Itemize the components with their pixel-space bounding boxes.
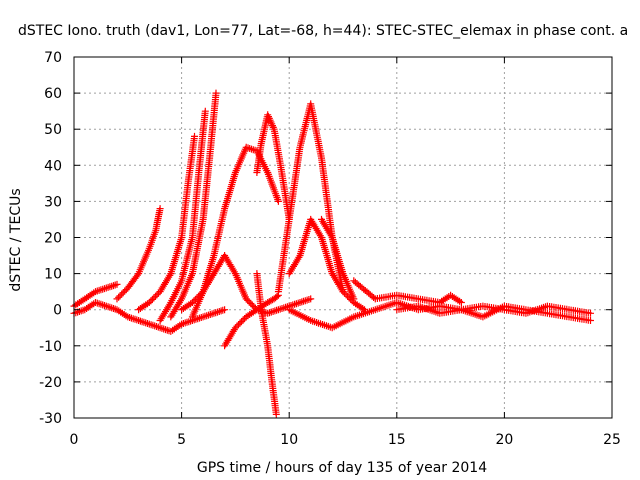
y-axis-label: dSTEC / TECUs [8, 188, 24, 291]
y-tick-label: 20 [44, 231, 62, 247]
series-5 [167, 89, 220, 321]
series-13 [318, 215, 358, 303]
x-tick-label: 10 [280, 432, 298, 448]
series-15 [350, 277, 465, 306]
x-tick-label: 5 [177, 432, 186, 448]
y-tick-label: 0 [53, 303, 62, 319]
series-2 [113, 205, 164, 303]
series-3 [135, 132, 198, 314]
y-tick-label: 30 [44, 194, 62, 210]
series-8-markers [221, 291, 282, 350]
y-tick-label: -30 [39, 411, 62, 427]
series-2-markers [113, 205, 164, 303]
series-10-markers [253, 111, 293, 223]
x-tick-label: 20 [495, 432, 513, 448]
data-points [70, 89, 594, 418]
series-16-markers [393, 302, 594, 317]
y-tick-label: -10 [39, 339, 62, 355]
series-16 [393, 302, 594, 317]
series-8 [221, 291, 282, 350]
y-tick-label: 70 [44, 50, 62, 66]
series-4-markers [156, 107, 209, 324]
chart-title: dSTEC Iono. truth (dav1, Lon=77, Lat=-68… [18, 23, 628, 39]
y-tick-label: 10 [44, 267, 62, 283]
y-tick-label: 50 [44, 122, 62, 138]
y-tick-label: 40 [44, 158, 62, 174]
x-tick-label: 15 [388, 432, 406, 448]
series-10 [253, 111, 293, 223]
series-4 [156, 107, 209, 324]
series-3-markers [135, 132, 198, 314]
series-9 [253, 270, 280, 418]
series-13-markers [318, 215, 358, 303]
series-15-markers [350, 277, 465, 306]
series-5-markers [167, 89, 220, 321]
axis-ticks: 0 5 10 15 20 25 70 60 50 40 30 20 10 0 -10 -20 -30 [39, 50, 621, 448]
y-tick-label: 60 [44, 86, 62, 102]
series-9-markers [253, 270, 280, 418]
y-tick-label: -20 [39, 375, 62, 391]
x-tick-label: 25 [603, 432, 621, 448]
x-axis-label: GPS time / hours of day 135 of year 2014 [197, 460, 487, 476]
x-tick-label: 0 [70, 432, 79, 448]
